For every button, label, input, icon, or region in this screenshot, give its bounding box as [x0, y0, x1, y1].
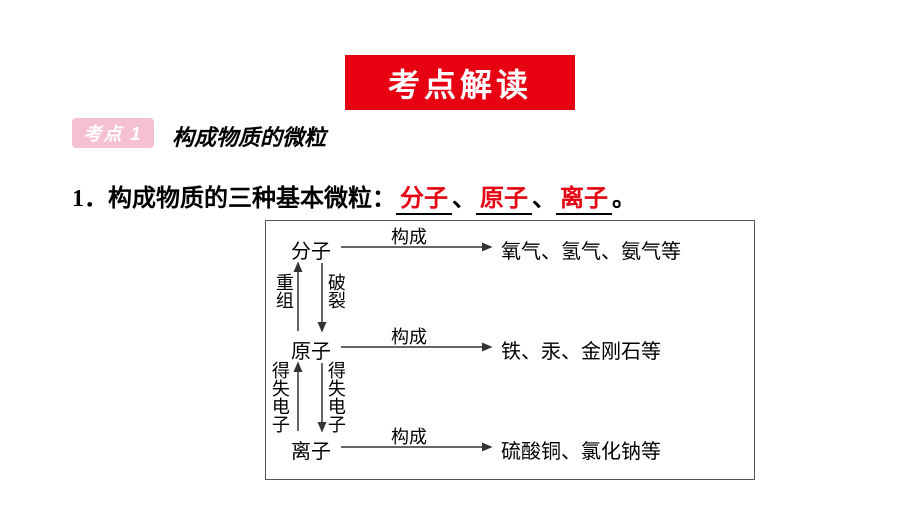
point-sentence: 1．构成物质的三种基本微粒：分子、原子、离子。 — [72, 178, 636, 213]
vlabel-right-1: 得失电子 — [326, 361, 345, 433]
topic-badge-text: 考点 1 — [83, 120, 142, 146]
topic-title: 构成物质的微粒 — [172, 120, 326, 152]
diagram-box: 分子原子离子氧气、氢气、氨气等铁、汞、金刚石等硫酸铜、氯化钠等构成构成构成重组破… — [265, 220, 755, 480]
arrow-label-molecule-ex1: 构成 — [391, 223, 427, 249]
banner-title: 考点解读 — [388, 60, 532, 106]
node-ex2: 铁、汞、金刚石等 — [501, 335, 661, 364]
node-ion: 离子 — [291, 435, 331, 464]
blank-2: 原子 — [476, 186, 532, 215]
node-molecule: 分子 — [291, 235, 331, 264]
arrow-label-ion-ex3: 构成 — [391, 423, 427, 449]
topic-badge: 考点 1 — [72, 118, 154, 148]
vlabel-left-1: 得失电子 — [270, 361, 289, 433]
sep-2: 、 — [532, 186, 556, 212]
banner: 考点解读 — [345, 55, 575, 110]
vlabel-right-0: 破裂 — [326, 273, 345, 309]
node-atom: 原子 — [291, 335, 331, 364]
vlabel-left-0: 重组 — [274, 273, 293, 309]
sep-1: 、 — [452, 186, 476, 212]
point-suffix: 。 — [612, 186, 636, 212]
node-ex1: 氧气、氢气、氨气等 — [501, 235, 681, 264]
blank-1: 分子 — [396, 186, 452, 215]
point-number: 1． — [72, 186, 108, 212]
blank-3: 离子 — [556, 186, 612, 215]
point-prefix: 构成物质的三种基本微粒： — [108, 186, 396, 212]
arrow-label-atom-ex2: 构成 — [391, 323, 427, 349]
node-ex3: 硫酸铜、氯化钠等 — [501, 435, 661, 464]
